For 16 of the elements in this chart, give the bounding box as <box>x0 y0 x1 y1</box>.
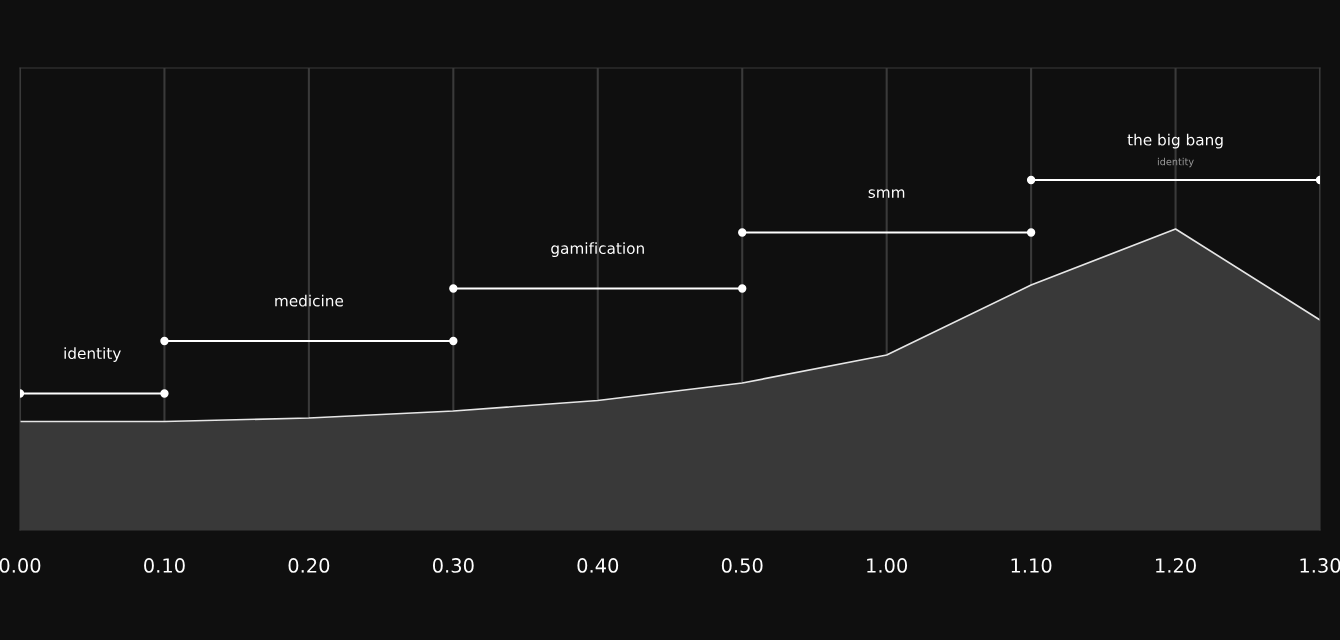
x-tick-label: 0.10 <box>144 558 185 573</box>
x-tick-label: 1.00 <box>867 558 908 573</box>
x-tick-label: 0.30 <box>432 558 474 573</box>
x-tick-label: 0.20 <box>288 558 330 573</box>
x-tick-label: 0.00 <box>0 558 41 573</box>
text: identity <box>64 347 121 362</box>
text: smm <box>868 189 905 199</box>
text: identity <box>1157 157 1194 168</box>
x-tick-label: 0.50 <box>721 558 763 573</box>
x-tick-label: 1.30 <box>1300 558 1340 573</box>
x-tick-label: 0.40 <box>577 558 619 573</box>
x-tick-label: 1.10 <box>1011 558 1052 573</box>
text: gamification <box>551 242 644 257</box>
x-tick-label: 1.20 <box>1156 558 1196 573</box>
text: medicine <box>275 294 344 307</box>
text: the big bang <box>1127 133 1223 149</box>
